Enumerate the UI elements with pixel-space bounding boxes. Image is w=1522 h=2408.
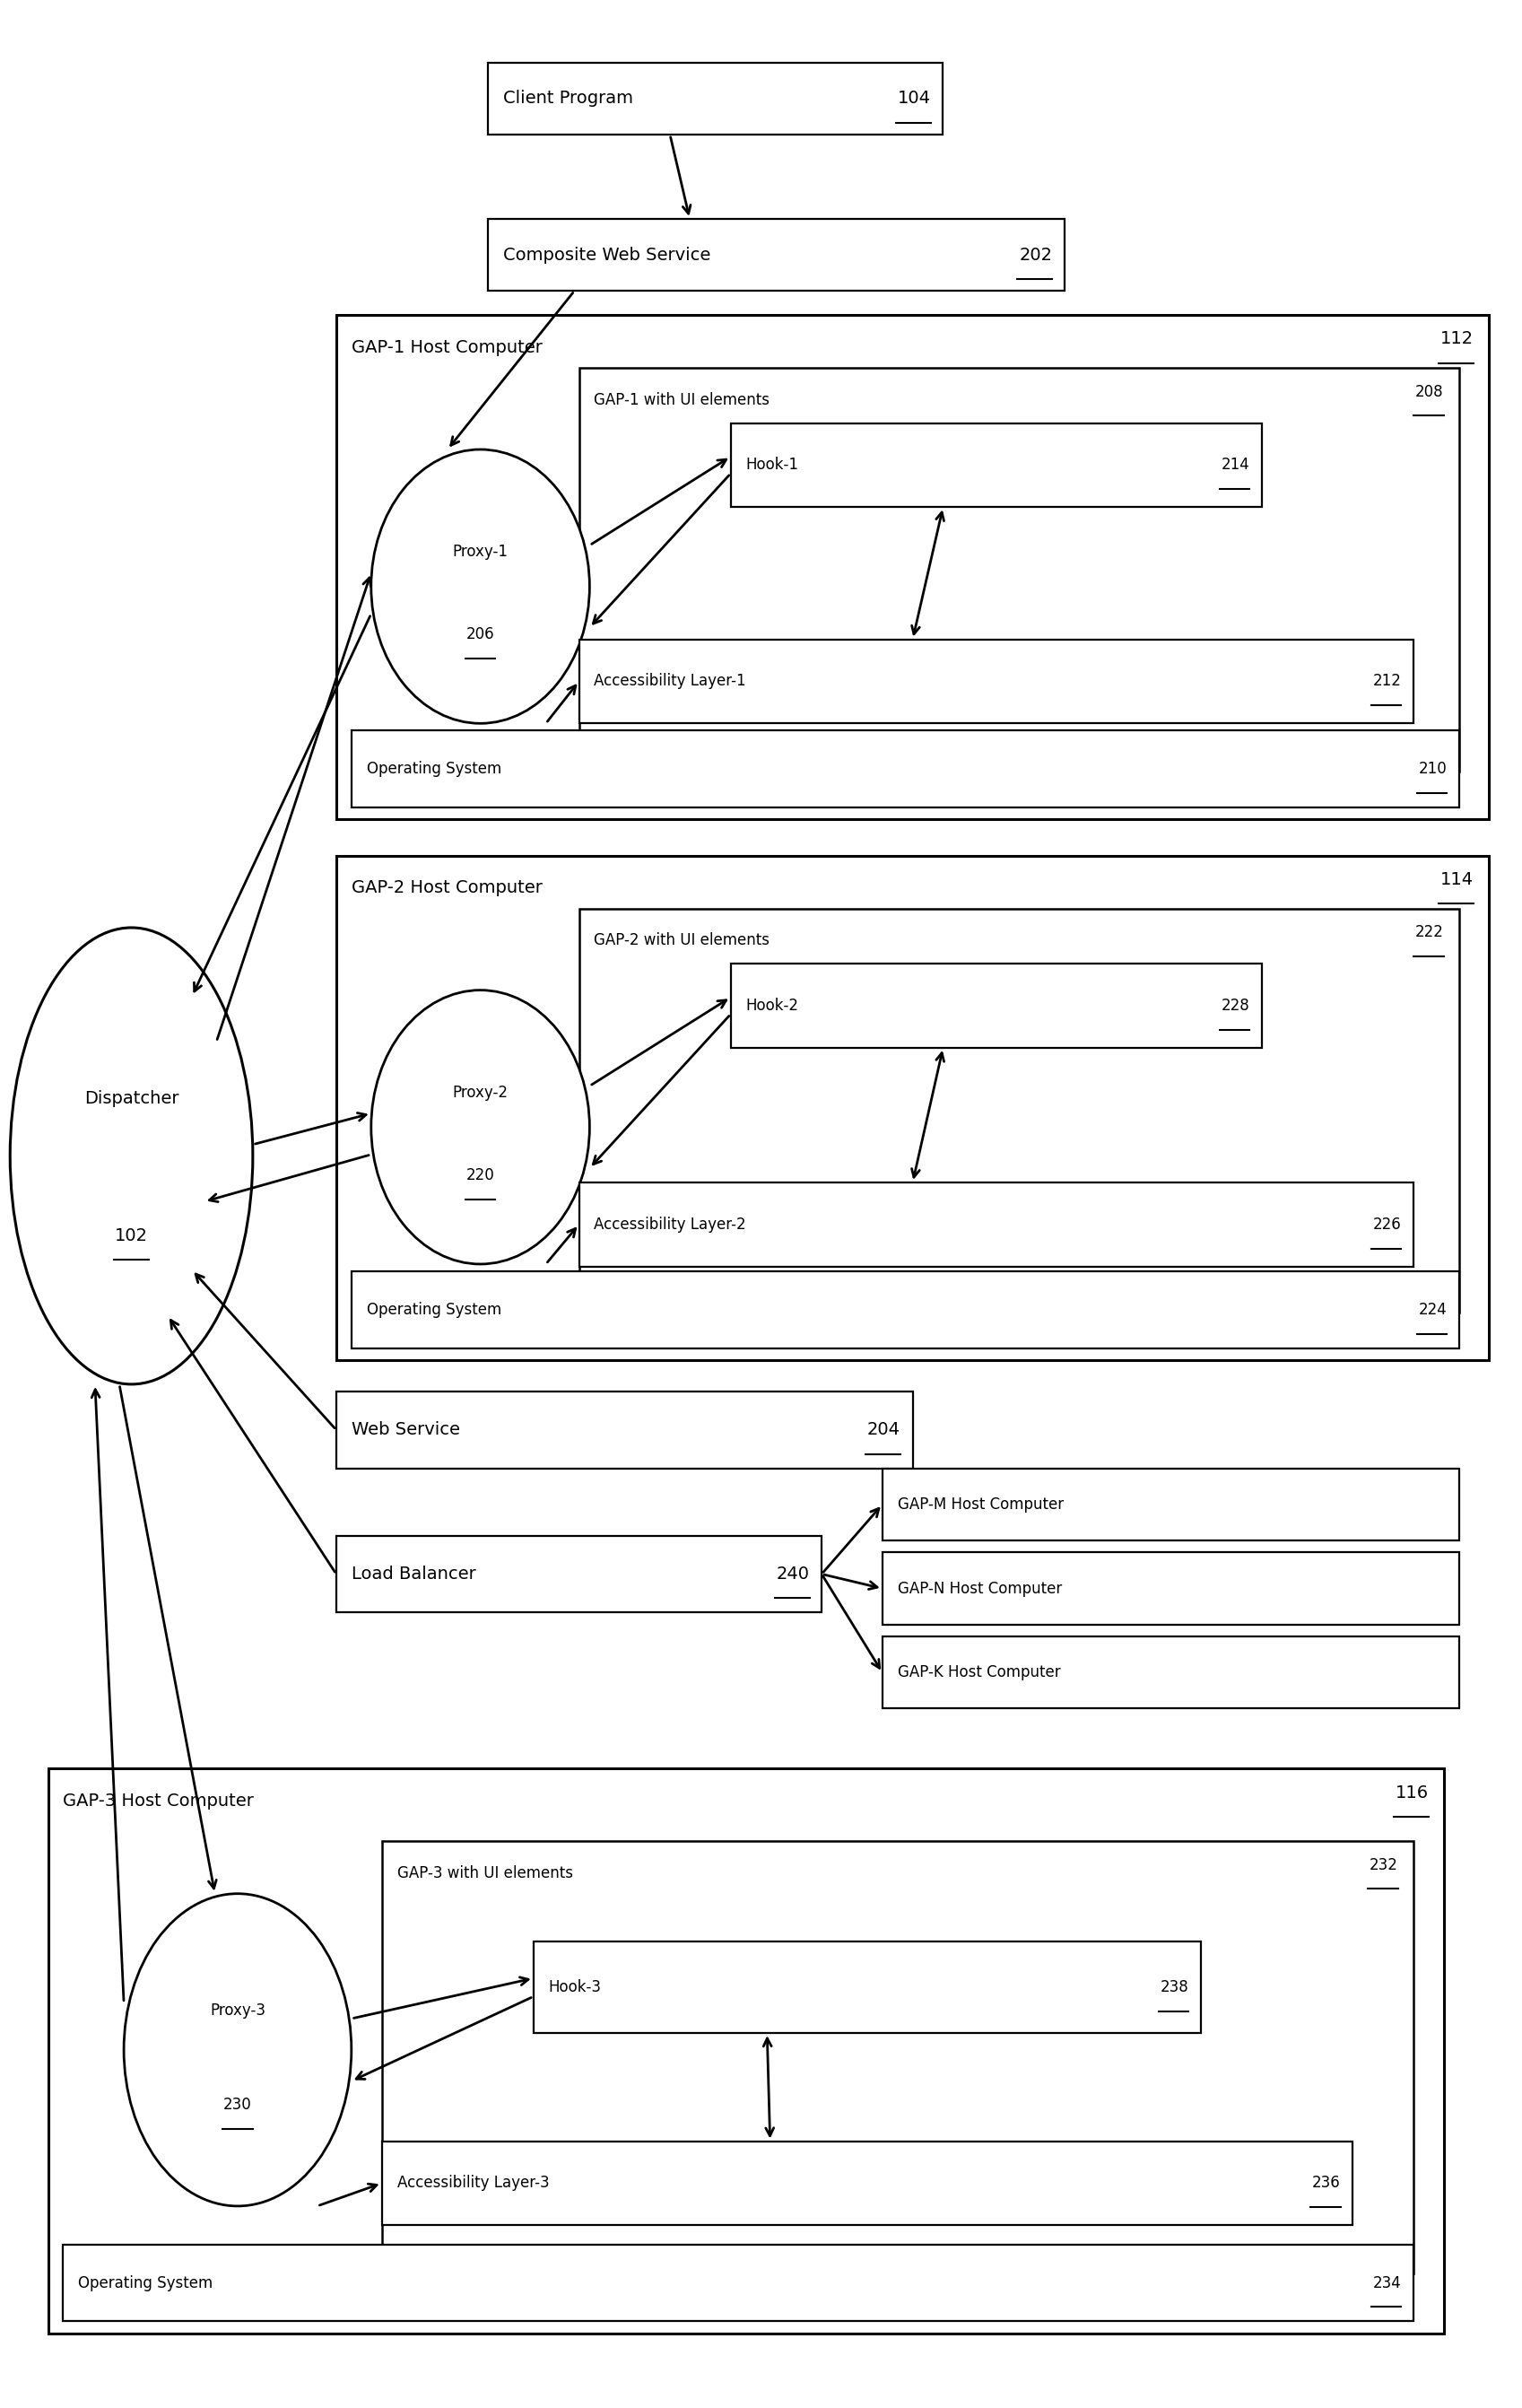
Text: Hook-1: Hook-1	[746, 458, 799, 472]
Text: 234: 234	[1373, 2276, 1402, 2290]
Text: 228: 228	[1221, 997, 1250, 1014]
FancyBboxPatch shape	[352, 1271, 1458, 1348]
Text: GAP-2 Host Computer: GAP-2 Host Computer	[352, 879, 542, 896]
Text: Operating System: Operating System	[367, 1303, 501, 1317]
Text: Web Service: Web Service	[352, 1421, 460, 1438]
Text: 116: 116	[1396, 1784, 1429, 1801]
Ellipse shape	[371, 990, 589, 1264]
Text: 230: 230	[224, 2097, 251, 2112]
Ellipse shape	[371, 450, 589, 722]
Text: 236: 236	[1312, 2174, 1341, 2191]
Text: 238: 238	[1160, 1979, 1189, 1996]
Text: 208: 208	[1415, 383, 1444, 400]
FancyBboxPatch shape	[382, 2141, 1353, 2225]
Text: 232: 232	[1370, 1857, 1399, 1873]
Text: Proxy-2: Proxy-2	[452, 1084, 508, 1100]
Text: Proxy-3: Proxy-3	[210, 2003, 265, 2018]
FancyBboxPatch shape	[883, 1553, 1458, 1625]
Text: Dispatcher: Dispatcher	[84, 1091, 178, 1108]
Text: Operating System: Operating System	[367, 761, 501, 778]
Text: GAP-K Host Computer: GAP-K Host Computer	[898, 1664, 1061, 1681]
Text: 214: 214	[1221, 458, 1250, 472]
Text: 104: 104	[898, 89, 931, 106]
FancyBboxPatch shape	[489, 219, 1064, 291]
Text: GAP-1 Host Computer: GAP-1 Host Computer	[352, 340, 542, 356]
FancyBboxPatch shape	[731, 424, 1262, 508]
Text: Hook-2: Hook-2	[746, 997, 799, 1014]
FancyBboxPatch shape	[336, 855, 1489, 1361]
Text: 102: 102	[114, 1228, 148, 1245]
Text: 206: 206	[466, 626, 495, 643]
Text: GAP-M Host Computer: GAP-M Host Computer	[898, 1495, 1064, 1512]
Text: 240: 240	[776, 1565, 810, 1582]
Text: GAP-3 Host Computer: GAP-3 Host Computer	[64, 1792, 254, 1811]
FancyBboxPatch shape	[336, 315, 1489, 819]
Text: 114: 114	[1441, 872, 1473, 889]
FancyBboxPatch shape	[489, 63, 944, 135]
FancyBboxPatch shape	[352, 730, 1458, 807]
Text: GAP-1 with UI elements: GAP-1 with UI elements	[594, 393, 770, 407]
Text: GAP-3 with UI elements: GAP-3 with UI elements	[397, 1864, 572, 1881]
Text: Composite Web Service: Composite Web Service	[504, 246, 711, 262]
Text: 204: 204	[868, 1421, 901, 1438]
Text: Load Balancer: Load Balancer	[352, 1565, 476, 1582]
FancyBboxPatch shape	[64, 2244, 1414, 2321]
FancyBboxPatch shape	[578, 368, 1458, 771]
FancyBboxPatch shape	[336, 1392, 913, 1469]
FancyBboxPatch shape	[49, 1770, 1444, 2333]
Text: Proxy-1: Proxy-1	[452, 544, 508, 561]
Text: GAP-N Host Computer: GAP-N Host Computer	[898, 1580, 1062, 1597]
Text: 212: 212	[1373, 674, 1402, 689]
Text: 112: 112	[1441, 330, 1473, 347]
Text: 226: 226	[1373, 1216, 1402, 1233]
FancyBboxPatch shape	[883, 1637, 1458, 1710]
Text: Hook-3: Hook-3	[548, 1979, 601, 1996]
Text: 220: 220	[466, 1168, 495, 1182]
FancyBboxPatch shape	[578, 638, 1414, 722]
Ellipse shape	[123, 1893, 352, 2206]
Text: Accessibility Layer-3: Accessibility Layer-3	[397, 2174, 549, 2191]
FancyBboxPatch shape	[336, 1536, 822, 1613]
Text: GAP-2 with UI elements: GAP-2 with UI elements	[594, 932, 770, 949]
Text: 202: 202	[1020, 246, 1052, 262]
Text: Accessibility Layer-1: Accessibility Layer-1	[594, 674, 746, 689]
Ellipse shape	[11, 927, 253, 1385]
FancyBboxPatch shape	[533, 1941, 1201, 2032]
Text: 224: 224	[1419, 1303, 1447, 1317]
FancyBboxPatch shape	[883, 1469, 1458, 1541]
FancyBboxPatch shape	[382, 1840, 1414, 2273]
FancyBboxPatch shape	[578, 908, 1458, 1312]
Text: Operating System: Operating System	[78, 2276, 213, 2290]
Text: 210: 210	[1419, 761, 1447, 778]
FancyBboxPatch shape	[578, 1182, 1414, 1267]
FancyBboxPatch shape	[731, 963, 1262, 1047]
Text: 222: 222	[1415, 925, 1444, 942]
Text: Client Program: Client Program	[504, 89, 633, 106]
Text: Accessibility Layer-2: Accessibility Layer-2	[594, 1216, 746, 1233]
